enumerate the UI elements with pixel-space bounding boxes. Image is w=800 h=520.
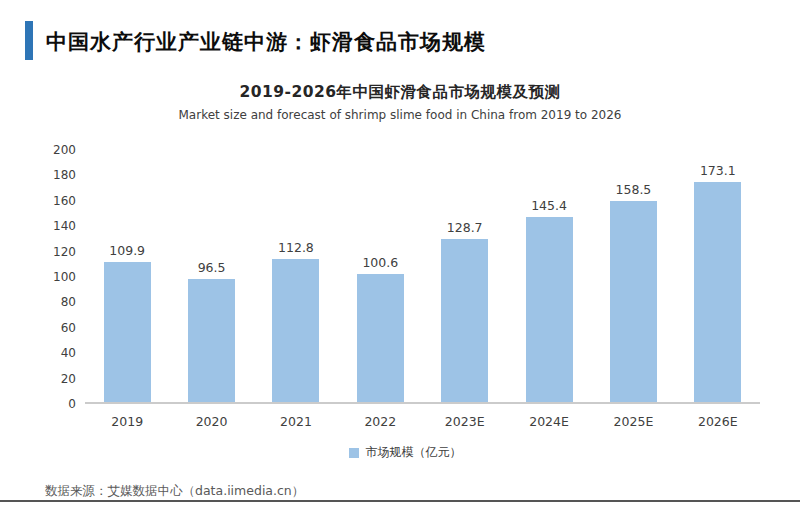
bar-value-label: 96.5 bbox=[198, 261, 226, 275]
legend-swatch-icon bbox=[349, 448, 359, 458]
bar-value-label: 100.6 bbox=[362, 256, 398, 270]
plot-area: 109.9 96.5 112.8 100.6 128.7 145.4 158.5 173.1 bbox=[85, 150, 760, 404]
y-tick-label: 120 bbox=[28, 244, 76, 260]
bar-value-label: 128.7 bbox=[447, 221, 483, 235]
bar-value-label: 173.1 bbox=[700, 164, 736, 178]
x-category-label: 2024E bbox=[507, 414, 591, 429]
bar-slot: 112.8 bbox=[254, 150, 338, 402]
data-source-note: 数据来源：艾媒数据中心（data.iimedia.cn） bbox=[45, 483, 304, 500]
bar-value-label: 109.9 bbox=[109, 244, 145, 258]
x-category-label: 2022 bbox=[338, 414, 422, 429]
bar-slot: 96.5 bbox=[169, 150, 253, 402]
y-tick-label: 80 bbox=[28, 294, 76, 310]
report-slide: 中国水产行业产业链中游：虾滑食品市场规模 2019-2026年中国虾滑食品市场规… bbox=[0, 0, 800, 520]
bar-slot: 128.7 bbox=[423, 150, 507, 402]
bar bbox=[610, 201, 657, 402]
y-tick-label: 140 bbox=[28, 218, 76, 234]
bar bbox=[188, 279, 235, 402]
bar-slot: 173.1 bbox=[676, 150, 760, 402]
footer-divider bbox=[0, 500, 800, 502]
bar-slot: 100.6 bbox=[338, 150, 422, 402]
chart-subtitle: Market size and forecast of shrimp slime… bbox=[0, 108, 800, 122]
y-tick-label: 100 bbox=[28, 269, 76, 285]
x-category-label: 2025E bbox=[591, 414, 675, 429]
bar bbox=[441, 239, 488, 402]
bar bbox=[272, 259, 319, 402]
bar bbox=[104, 262, 151, 402]
x-category-label: 2020 bbox=[169, 414, 253, 429]
bar-slot: 109.9 bbox=[85, 150, 169, 402]
y-tick-label: 60 bbox=[28, 320, 76, 336]
x-category-label: 2023E bbox=[423, 414, 507, 429]
y-tick-label: 180 bbox=[28, 167, 76, 183]
x-category-label: 2026E bbox=[676, 414, 760, 429]
y-tick-label: 160 bbox=[28, 193, 76, 209]
bar-value-label: 112.8 bbox=[278, 241, 314, 255]
y-tick-label: 20 bbox=[28, 371, 76, 387]
y-tick-label: 40 bbox=[28, 345, 76, 361]
bar-slot: 158.5 bbox=[591, 150, 675, 402]
bar bbox=[694, 182, 741, 402]
y-tick-label: 200 bbox=[28, 142, 76, 158]
bar-value-label: 145.4 bbox=[531, 199, 567, 213]
legend: 市场规模（亿元） bbox=[0, 444, 800, 461]
bar bbox=[357, 274, 404, 402]
bar bbox=[526, 217, 573, 402]
x-category-label: 2019 bbox=[85, 414, 169, 429]
page-title: 中国水产行业产业链中游：虾滑食品市场规模 bbox=[46, 28, 486, 56]
header-accent-bar bbox=[25, 21, 33, 60]
x-category-label: 2021 bbox=[254, 414, 338, 429]
x-axis-category-labels: 20192020202120222023E2024E2025E2026E bbox=[85, 414, 760, 429]
chart-title: 2019-2026年中国虾滑食品市场规模及预测 bbox=[0, 82, 800, 103]
bar-value-label: 158.5 bbox=[616, 183, 652, 197]
y-tick-label: 0 bbox=[28, 396, 76, 412]
legend-label: 市场规模（亿元） bbox=[366, 444, 462, 461]
bar-slot: 145.4 bbox=[507, 150, 591, 402]
